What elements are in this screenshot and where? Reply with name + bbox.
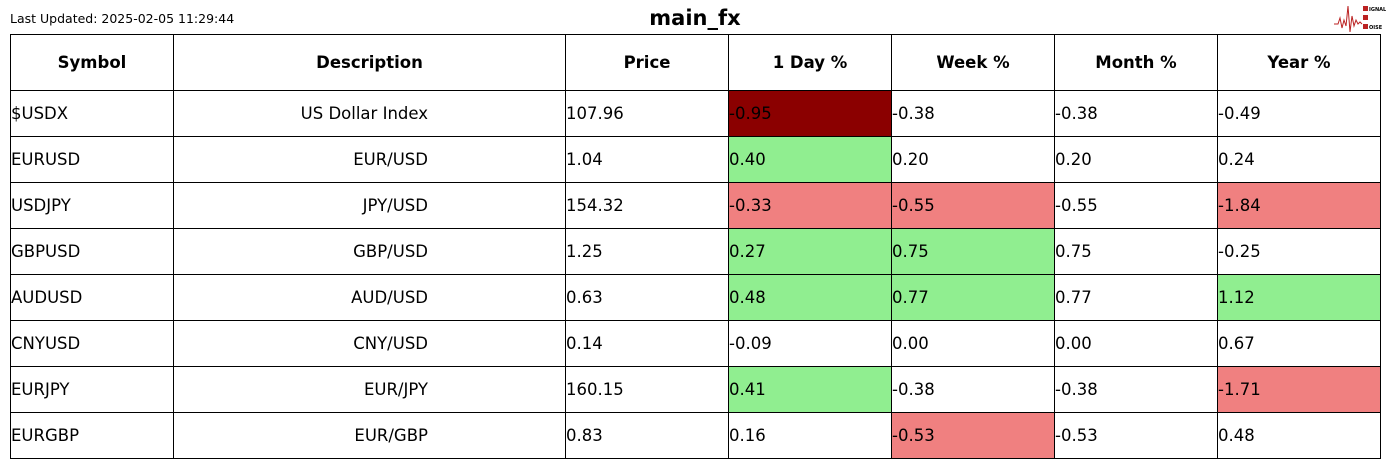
table-row: $USDX US Dollar Index 107.96 -0.95 -0.38 -0.3… (10, 90, 1381, 137)
cell-year-pct: 0.67 (1217, 320, 1381, 367)
cell-year-pct: 0.24 (1217, 136, 1381, 183)
cell-price: 1.04 (565, 136, 729, 183)
cell-week-pct: -0.38 (891, 90, 1055, 137)
cell-description: AUD/USD (173, 274, 566, 321)
cell-month-pct: 0.00 (1054, 320, 1218, 367)
column-header-year-pct: Year % (1217, 34, 1381, 91)
cell-day-pct: 0.40 (728, 136, 892, 183)
cell-description: JPY/USD (173, 182, 566, 229)
cell-month-pct: -0.53 (1054, 412, 1218, 459)
cell-symbol: GBPUSD (10, 228, 174, 275)
table-row: CNYUSD CNY/USD 0.14 -0.09 0.00 0.00 0.67 (10, 320, 1381, 367)
column-header-month-pct: Month % (1054, 34, 1218, 91)
cell-symbol: EURGBP (10, 412, 174, 459)
cell-month-pct: 0.20 (1054, 136, 1218, 183)
cell-day-pct: 0.27 (728, 228, 892, 275)
cell-week-pct: 0.00 (891, 320, 1055, 367)
cell-year-pct: -1.71 (1217, 366, 1381, 413)
cell-week-pct: 0.20 (891, 136, 1055, 183)
table-row: GBPUSD GBP/USD 1.25 0.27 0.75 0.75 -0.25 (10, 228, 1381, 275)
cell-symbol: USDJPY (10, 182, 174, 229)
cell-description: EUR/GBP (173, 412, 566, 459)
cell-price: 0.63 (565, 274, 729, 321)
column-header-day-pct: 1 Day % (728, 34, 892, 91)
cell-year-pct: -1.84 (1217, 182, 1381, 229)
cell-week-pct: 0.77 (891, 274, 1055, 321)
column-header-description: Description (173, 34, 566, 91)
table-row: EURGBP EUR/GBP 0.83 0.16 -0.53 -0.53 0.48 (10, 412, 1381, 459)
cell-description: GBP/USD (173, 228, 566, 275)
column-header-week-pct: Week % (891, 34, 1055, 91)
cell-day-pct: -0.95 (728, 90, 892, 137)
cell-symbol: EURUSD (10, 136, 174, 183)
cell-price: 154.32 (565, 182, 729, 229)
column-header-symbol: Symbol (10, 34, 174, 91)
cell-year-pct: 1.12 (1217, 274, 1381, 321)
cell-day-pct: 0.48 (728, 274, 892, 321)
cell-month-pct: -0.38 (1054, 90, 1218, 137)
column-header-price: Price (565, 34, 729, 91)
fx-table: Symbol Description Price 1 Day % Week % Month… (10, 34, 1381, 459)
cell-description: EUR/USD (173, 136, 566, 183)
cell-month-pct: -0.38 (1054, 366, 1218, 413)
svg-text:IGNAL: IGNAL (1369, 7, 1386, 13)
cell-month-pct: 0.77 (1054, 274, 1218, 321)
cell-week-pct: -0.53 (891, 412, 1055, 459)
cell-price: 1.25 (565, 228, 729, 275)
cell-year-pct: -0.25 (1217, 228, 1381, 275)
last-updated-label: Last Updated: 2025-02-05 11:29:44 (10, 11, 235, 26)
page-title: main_fx (649, 6, 741, 30)
cell-day-pct: -0.33 (728, 182, 892, 229)
cell-day-pct: 0.41 (728, 366, 892, 413)
cell-symbol: CNYUSD (10, 320, 174, 367)
header-row: Symbol Description Price 1 Day % Week % Month… (10, 34, 1381, 91)
cell-year-pct: 0.48 (1217, 412, 1381, 459)
cell-description: US Dollar Index (173, 90, 566, 137)
cell-month-pct: 0.75 (1054, 228, 1218, 275)
cell-week-pct: -0.38 (891, 366, 1055, 413)
cell-day-pct: 0.16 (728, 412, 892, 459)
cell-day-pct: -0.09 (728, 320, 892, 367)
table-row: EURUSD EUR/USD 1.04 0.40 0.20 0.20 0.24 (10, 136, 1381, 183)
cell-price: 160.15 (565, 366, 729, 413)
cell-description: CNY/USD (173, 320, 566, 367)
cell-month-pct: -0.55 (1054, 182, 1218, 229)
cell-symbol: AUDUSD (10, 274, 174, 321)
svg-text:OISE: OISE (1369, 25, 1383, 31)
table-row: USDJPY JPY/USD 154.32 -0.33 -0.55 -0.55 -1.84 (10, 182, 1381, 229)
cell-week-pct: 0.75 (891, 228, 1055, 275)
cell-price: 0.14 (565, 320, 729, 367)
cell-week-pct: -0.55 (891, 182, 1055, 229)
cell-symbol: $USDX (10, 90, 174, 137)
signal-2-noise-logo: IGNAL OISE (1334, 5, 1386, 33)
table-row: EURJPY EUR/JPY 160.15 0.41 -0.38 -0.38 -1.71 (10, 366, 1381, 413)
cell-price: 0.83 (565, 412, 729, 459)
table-row: AUDUSD AUD/USD 0.63 0.48 0.77 0.77 1.12 (10, 274, 1381, 321)
cell-symbol: EURJPY (10, 366, 174, 413)
cell-year-pct: -0.49 (1217, 90, 1381, 137)
cell-price: 107.96 (565, 90, 729, 137)
cell-description: EUR/JPY (173, 366, 566, 413)
